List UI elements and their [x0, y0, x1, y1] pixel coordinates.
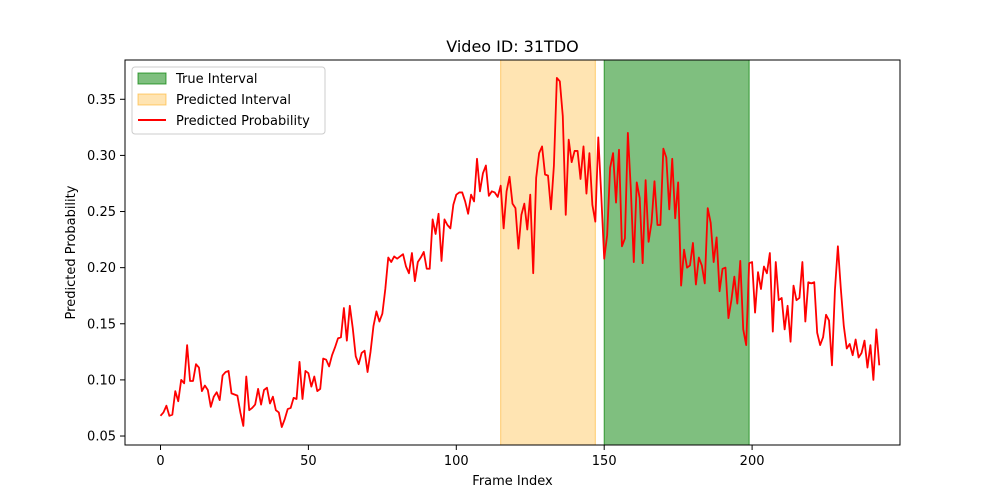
x-axis-label: Frame Index — [472, 474, 553, 489]
legend-swatch-true-interval — [137, 72, 167, 85]
legend-frame — [131, 66, 326, 135]
y-tick-label: 0.20 — [87, 261, 116, 276]
interval-band-predicted-interval — [500, 59, 596, 446]
y-tick-label: 0.35 — [87, 93, 116, 108]
plot-area-frame — [124, 59, 901, 446]
series-line-predicted-probability — [159, 77, 881, 428]
legend-label-predicted-probability: Predicted Probability — [176, 114, 310, 129]
interval-layer — [500, 59, 750, 446]
legend: True Interval Predicted Interval Predict… — [131, 66, 326, 135]
x-tick-label: 100 — [444, 454, 469, 469]
y-axis-ticks: 0.05 0.10 0.15 0.20 0.25 0.30 0.35 — [87, 93, 125, 445]
x-tick-label: 200 — [740, 454, 765, 469]
legend-label-true-interval: True Interval — [175, 72, 258, 87]
y-tick-label: 0.10 — [87, 373, 116, 388]
x-tick-label: 0 — [156, 454, 164, 469]
chart-title: Video ID: 31TDO — [446, 37, 578, 56]
legend-label-predicted-interval: Predicted Interval — [176, 93, 291, 108]
y-tick-label: 0.15 — [87, 317, 116, 332]
interval-band-true-interval — [603, 59, 750, 446]
x-tick-label: 150 — [592, 454, 617, 469]
y-tick-label: 0.30 — [87, 149, 116, 164]
x-axis-ticks: 0 50 100 150 200 — [156, 445, 765, 469]
legend-swatch-predicted-interval — [137, 93, 167, 106]
y-axis-label: Predicted Probability — [64, 185, 79, 319]
y-tick-label: 0.05 — [87, 430, 116, 445]
series-layer — [159, 77, 881, 428]
y-tick-label: 0.25 — [87, 205, 116, 220]
x-tick-label: 50 — [300, 454, 317, 469]
